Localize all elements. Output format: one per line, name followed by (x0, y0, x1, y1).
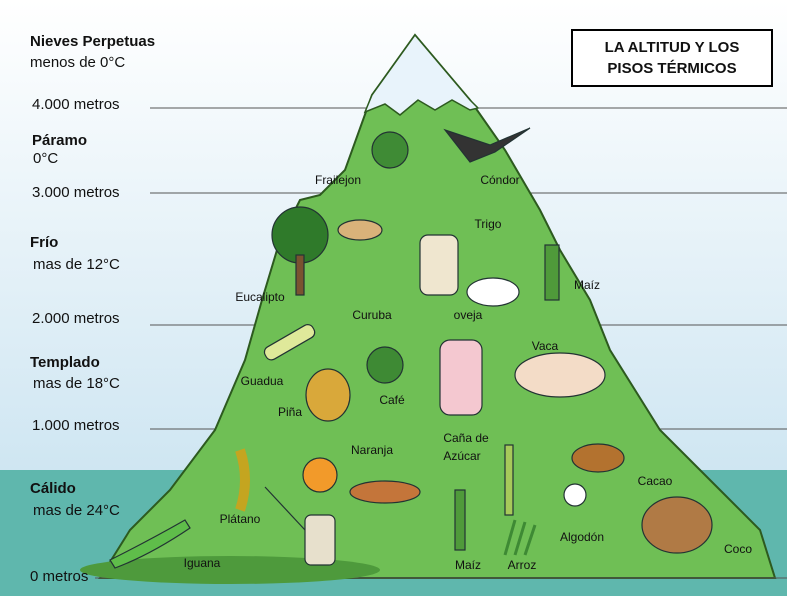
label: Vaca (532, 339, 559, 353)
altitude: 2.000 metros (32, 310, 120, 327)
title: LA ALTITUD Y LOS (605, 39, 740, 56)
label: Coco (724, 542, 752, 556)
label: Algodón (560, 530, 604, 544)
zone-name: Templado (30, 354, 100, 371)
zone-temp: menos de 0°C (30, 54, 125, 71)
trunk (296, 255, 304, 295)
zone-name: Nieves Perpetuas (30, 33, 155, 50)
label: Maíz (455, 558, 481, 572)
label: oveja (454, 308, 483, 322)
label: Cóndor (480, 173, 519, 187)
zone-temp: 0°C (33, 150, 58, 167)
potato (338, 220, 382, 240)
yam (350, 481, 420, 503)
label: Café (379, 393, 405, 407)
altitude: 1.000 metros (32, 417, 120, 434)
altitude: 0 metros (30, 568, 88, 585)
fisherman (305, 515, 335, 565)
zone-temp: mas de 18°C (33, 375, 120, 392)
label: Arroz (508, 558, 537, 572)
label: Plátano (220, 512, 261, 526)
banana (240, 450, 245, 510)
zone-temp: mas de 12°C (33, 256, 120, 273)
label: Eucalipto (235, 290, 285, 304)
cacao (572, 444, 624, 472)
diagram: LA ALTITUD Y LOS PISOS TÉRMICOS Nieves P… (0, 0, 787, 596)
label: Curuba (352, 308, 392, 322)
label: Azúcar (443, 449, 480, 463)
label: Maíz (574, 278, 600, 292)
label: Caña de (443, 431, 489, 445)
pineapple (306, 369, 350, 421)
altitude: 3.000 metros (32, 184, 120, 201)
label: Trigo (475, 217, 502, 231)
coconut (642, 497, 712, 553)
corn (545, 245, 559, 300)
label: Frailejon (315, 173, 361, 187)
woman (440, 340, 482, 415)
label: Cacao (638, 474, 673, 488)
zone-temp: mas de 24°C (33, 502, 120, 519)
corn (455, 490, 465, 550)
sugarcane (505, 445, 513, 515)
zone-name: Cálido (30, 480, 76, 497)
orange (303, 458, 337, 492)
label: Guadua (241, 374, 284, 388)
coffee (367, 347, 403, 383)
zone-name: Páramo (32, 132, 87, 149)
frailejon (372, 132, 408, 168)
zone-name: Frío (30, 234, 58, 251)
sheep (467, 278, 519, 306)
cow (515, 353, 605, 397)
label: Naranja (351, 443, 393, 457)
label: Iguana (184, 556, 221, 570)
label: Piña (278, 405, 302, 419)
farmer (420, 235, 458, 295)
title: PISOS TÉRMICOS (607, 60, 736, 77)
altitude: 4.000 metros (32, 96, 120, 113)
cotton (564, 484, 586, 506)
